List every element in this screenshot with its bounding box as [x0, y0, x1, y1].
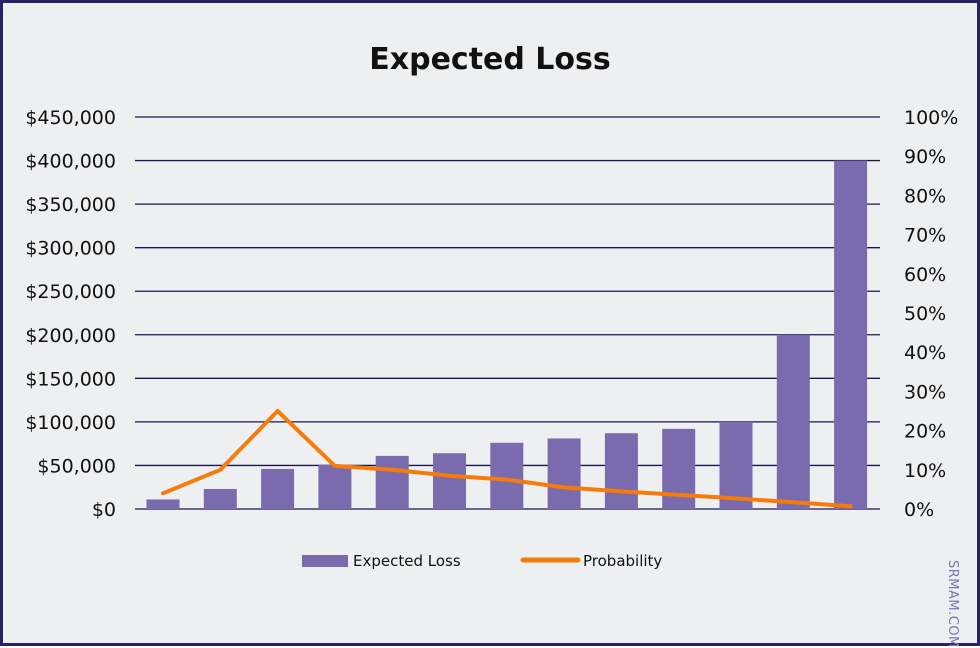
y-tick-label: $0 [92, 499, 116, 521]
y-tick-label: $100,000 [25, 412, 116, 434]
bar-expected-loss [604, 433, 638, 509]
y-tick-label: $300,000 [25, 238, 116, 260]
bar-expected-loss [547, 438, 581, 509]
legend-label-probability: Probability [583, 552, 662, 570]
y-tick-label: $450,000 [25, 107, 116, 129]
bar-expected-loss [318, 464, 352, 509]
y2-tick-label: 80% [904, 185, 946, 207]
legend-swatch-expected-loss [302, 555, 348, 567]
bar-expected-loss [375, 455, 409, 509]
y-tick-label: $400,000 [25, 151, 116, 173]
legend: Expected Loss Probability [302, 552, 662, 570]
bar-expected-loss [146, 499, 180, 509]
legend-label-expected-loss: Expected Loss [353, 552, 461, 570]
y-tick-label: $200,000 [25, 325, 116, 347]
bar-expected-loss [490, 442, 524, 509]
y2-tick-label: 0% [904, 499, 934, 521]
y-tick-label: $250,000 [25, 281, 116, 303]
y-axis-right: 0% 10% 20% 30% 40% 50% 60% 70% 80% 90% 100% [904, 107, 958, 521]
y2-tick-label: 10% [904, 460, 946, 482]
y2-tick-label: 60% [904, 264, 946, 286]
watermark: SRMAM.COM [945, 560, 960, 648]
y-tick-label: $150,000 [25, 368, 116, 390]
y2-tick-label: 90% [904, 146, 946, 168]
bar-expected-loss [776, 334, 810, 509]
y-tick-label: $50,000 [37, 455, 116, 477]
y2-tick-label: 30% [904, 381, 946, 403]
gridlines [135, 116, 880, 510]
bar-expected-loss [203, 488, 237, 509]
y2-tick-label: 20% [904, 421, 946, 443]
y2-tick-label: 50% [904, 303, 946, 325]
y-axis-left: $0 $50,000 $100,000 $150,000 $200,000 $250,00… [25, 107, 116, 521]
bar-expected-loss [834, 160, 868, 510]
bar-expected-loss [719, 421, 753, 509]
chart-title: Expected Loss [369, 42, 611, 77]
bar-expected-loss [433, 453, 466, 509]
bar-expected-loss [261, 468, 295, 509]
bar-series [146, 160, 868, 510]
y2-tick-label: 100% [904, 107, 958, 129]
probability-line [161, 409, 853, 509]
y2-tick-label: 40% [904, 342, 946, 364]
y2-tick-label: 70% [904, 225, 946, 247]
y-tick-label: $350,000 [25, 194, 116, 216]
